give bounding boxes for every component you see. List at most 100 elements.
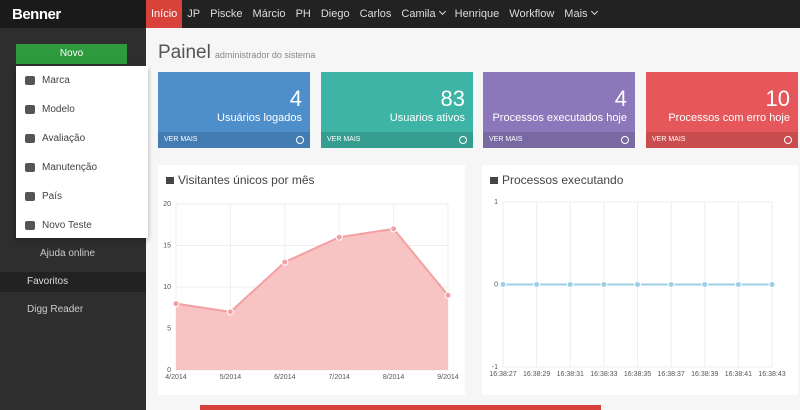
point [667, 281, 675, 288]
y-tick-label: 5 [167, 325, 171, 332]
menu-label: Manutenção [42, 162, 98, 173]
stat-tile: 83 Usuarios ativos VER MAIS [321, 72, 473, 148]
menu-item[interactable]: País [16, 182, 148, 211]
brand[interactable]: Benner [0, 0, 146, 28]
menu-label: Avaliação [42, 133, 86, 144]
x-tick-label: 16:38:43 [758, 371, 785, 378]
chart-panel: Processos executando -1 0 1 16:38:27 16:38:29… [482, 165, 798, 395]
title-icon [166, 177, 174, 184]
menu-item[interactable]: Marca [16, 66, 148, 95]
menu-item[interactable]: Novo Teste [16, 211, 148, 240]
tile-footer[interactable]: VER MAIS [321, 132, 473, 148]
y-tick-label: -1 [492, 364, 498, 371]
stat-tile: 4 Processos executados hoje VER MAIS [483, 72, 635, 148]
tile-link[interactable]: VER MAIS [652, 136, 686, 143]
stat-tile: 10 Processos com erro hoje VER MAIS [646, 72, 798, 148]
nav-item[interactable]: PH [295, 8, 311, 20]
x-tick-label: 16:38:29 [523, 371, 550, 378]
chart-panel: Visitantes únicos por mês 0 5 10 15 20 4/2014 5… [158, 165, 465, 395]
nav-item[interactable]: Camila [396, 0, 449, 28]
tile-link[interactable]: VER MAIS [164, 136, 198, 143]
point [226, 308, 234, 316]
page-title: Painel [158, 42, 211, 63]
menu-icon [25, 221, 35, 230]
page-subtitle: administrador do sistema [214, 50, 316, 60]
tile-link[interactable]: VER MAIS [327, 136, 361, 143]
arrow-icon [459, 136, 467, 144]
x-tick-label: 6/2014 [274, 374, 296, 381]
point [499, 281, 507, 288]
y-tick-label: 1 [494, 199, 498, 206]
page-header: Painel administrador do sistema [158, 42, 315, 64]
menu-label: Marca [42, 75, 70, 86]
x-tick-label: 16:38:37 [658, 371, 685, 378]
point [533, 281, 541, 288]
nav-item[interactable]: Workflow [509, 8, 555, 20]
tile-footer[interactable]: VER MAIS [483, 132, 635, 148]
chart: Processos executando -1 0 1 16:38:27 16:38:29… [489, 173, 785, 378]
new-button[interactable]: Novo [16, 44, 127, 64]
point [281, 258, 289, 266]
menu-icon [25, 105, 35, 114]
x-tick-label: 4/2014 [165, 374, 187, 381]
tile-value: 4 [614, 86, 627, 111]
tile-link[interactable]: VER MAIS [489, 136, 523, 143]
point [701, 281, 709, 288]
help-link[interactable]: Ajuda online [40, 248, 96, 259]
nav-item[interactable]: Diego [320, 8, 350, 20]
menu-item[interactable]: Avaliação [16, 124, 148, 153]
menu-item[interactable]: Manutenção [16, 153, 148, 182]
nav-item[interactable]: Márcio [252, 8, 286, 20]
x-tick-label: 5/2014 [220, 374, 242, 381]
menu-icon [25, 134, 35, 143]
nav-item[interactable]: JP [187, 8, 201, 20]
bottom-bar [200, 405, 601, 410]
favorite-item[interactable]: Digg Reader [27, 304, 84, 315]
x-tick-label: 8/2014 [383, 374, 405, 381]
nav-item[interactable]: Piscke [210, 8, 243, 20]
favorites-header[interactable]: Favoritos [0, 272, 146, 292]
menu-icon [25, 163, 35, 172]
tile-footer[interactable]: VER MAIS [646, 132, 798, 148]
tile-footer[interactable]: VER MAIS [158, 132, 310, 148]
nav-item[interactable]: Mais [559, 0, 601, 28]
nav-item[interactable]: Henrique [454, 8, 500, 20]
tile-label: Processos com erro hoje [668, 112, 790, 124]
point [172, 300, 180, 308]
point [600, 281, 608, 288]
stat-tile: 4 Usuários logados VER MAIS [158, 72, 310, 148]
x-tick-label: 16:38:27 [489, 371, 516, 378]
point [390, 225, 398, 233]
point [566, 281, 574, 288]
tile-value: 4 [289, 86, 302, 111]
x-tick-label: 9/2014 [437, 374, 459, 381]
dropdown-menu: Marca Modelo Avaliação Manutenção País Novo T… [16, 66, 148, 238]
y-tick-label: 10 [163, 284, 171, 291]
menu-item[interactable]: Modelo [16, 95, 148, 124]
chart: Visitantes únicos por mês 0 5 10 15 20 4/2014 5… [163, 173, 459, 381]
point [634, 281, 641, 288]
x-tick-label: 16:38:39 [691, 371, 718, 378]
title-icon [490, 177, 498, 184]
chart-title: Processos executando [502, 173, 624, 187]
tile-label: Usuarios ativos [389, 112, 465, 124]
area [176, 228, 448, 370]
x-tick-label: 16:38:35 [624, 371, 651, 378]
tile-label: Usuários logados [217, 112, 302, 124]
tile-label: Processos executados hoje [492, 112, 627, 124]
tile-value: 10 [765, 86, 790, 111]
point [768, 281, 776, 288]
menu-label: Modelo [42, 104, 75, 115]
menu-label: País [42, 191, 63, 202]
nav-item[interactable]: Início [146, 0, 183, 28]
y-tick-label: 0 [494, 281, 498, 288]
x-tick-label: 7/2014 [328, 374, 350, 381]
arrow-icon [296, 136, 304, 144]
y-tick-label: 15 [163, 242, 171, 249]
menu-icon [25, 192, 35, 201]
menu-icon [25, 76, 35, 85]
chart-title: Visitantes únicos por mês [178, 173, 315, 187]
nav-item[interactable]: Carlos [359, 8, 392, 20]
point [734, 281, 742, 288]
